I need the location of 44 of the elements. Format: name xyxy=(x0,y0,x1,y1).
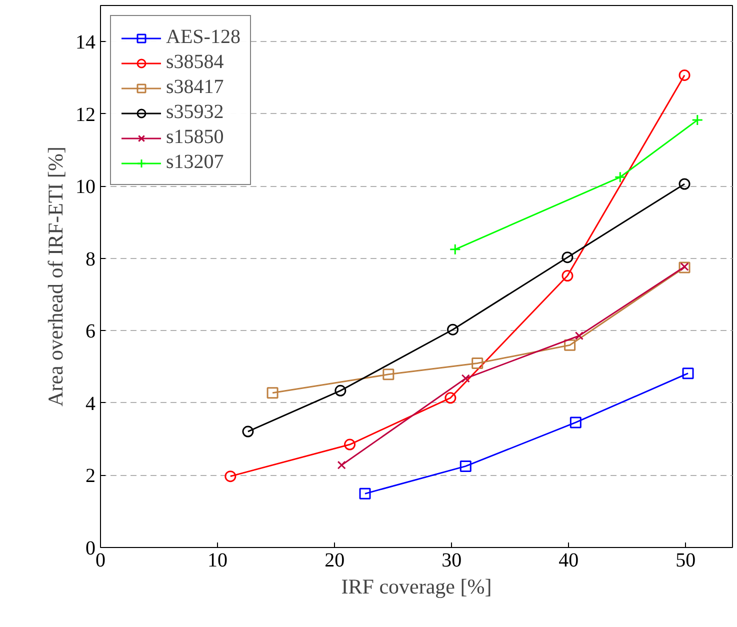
point xyxy=(359,488,371,500)
y-axis-title: Area overhead of IRF-ETI [%] xyxy=(44,146,68,407)
point xyxy=(266,387,278,399)
point xyxy=(574,331,584,340)
point xyxy=(444,392,456,404)
x-tick-label: 50 xyxy=(676,550,696,572)
legend-label: s15850 xyxy=(166,126,224,149)
legend-label: s35932 xyxy=(166,101,224,124)
x-axis-title: IRF coverage [%] xyxy=(341,574,492,598)
x-tick-label: 30 xyxy=(442,550,462,572)
point xyxy=(344,438,356,450)
legend-label: s38584 xyxy=(166,51,224,74)
x-tick-label: 20 xyxy=(324,550,345,572)
y-tick-label: 14 xyxy=(76,32,96,54)
legend-label: s13207 xyxy=(166,151,224,174)
point xyxy=(570,416,582,428)
legend-label: AES-128 xyxy=(166,26,240,49)
point xyxy=(682,368,694,380)
point xyxy=(678,178,690,190)
point xyxy=(562,270,574,282)
legend-label: s38417 xyxy=(166,76,224,99)
point xyxy=(472,357,484,369)
point xyxy=(564,339,576,351)
point xyxy=(447,324,459,336)
point xyxy=(224,470,236,482)
point xyxy=(382,368,394,380)
point xyxy=(337,460,346,470)
point xyxy=(460,460,472,472)
y-tick-label: 12 xyxy=(76,104,96,126)
point xyxy=(449,244,461,256)
point xyxy=(334,384,346,396)
x-tick-label: 10 xyxy=(208,550,228,572)
y-tick-label: 2 xyxy=(86,465,96,488)
point xyxy=(678,69,690,81)
y-tick-label: 10 xyxy=(76,176,96,198)
point xyxy=(562,252,574,264)
point xyxy=(614,171,626,183)
y-tick-label: 6 xyxy=(86,320,96,343)
y-tick-label: 4 xyxy=(86,392,96,415)
point xyxy=(461,374,470,383)
point xyxy=(692,114,704,126)
y-tick-label: 8 xyxy=(86,248,96,270)
x-tick-label: 40 xyxy=(558,550,579,572)
point xyxy=(242,426,254,438)
